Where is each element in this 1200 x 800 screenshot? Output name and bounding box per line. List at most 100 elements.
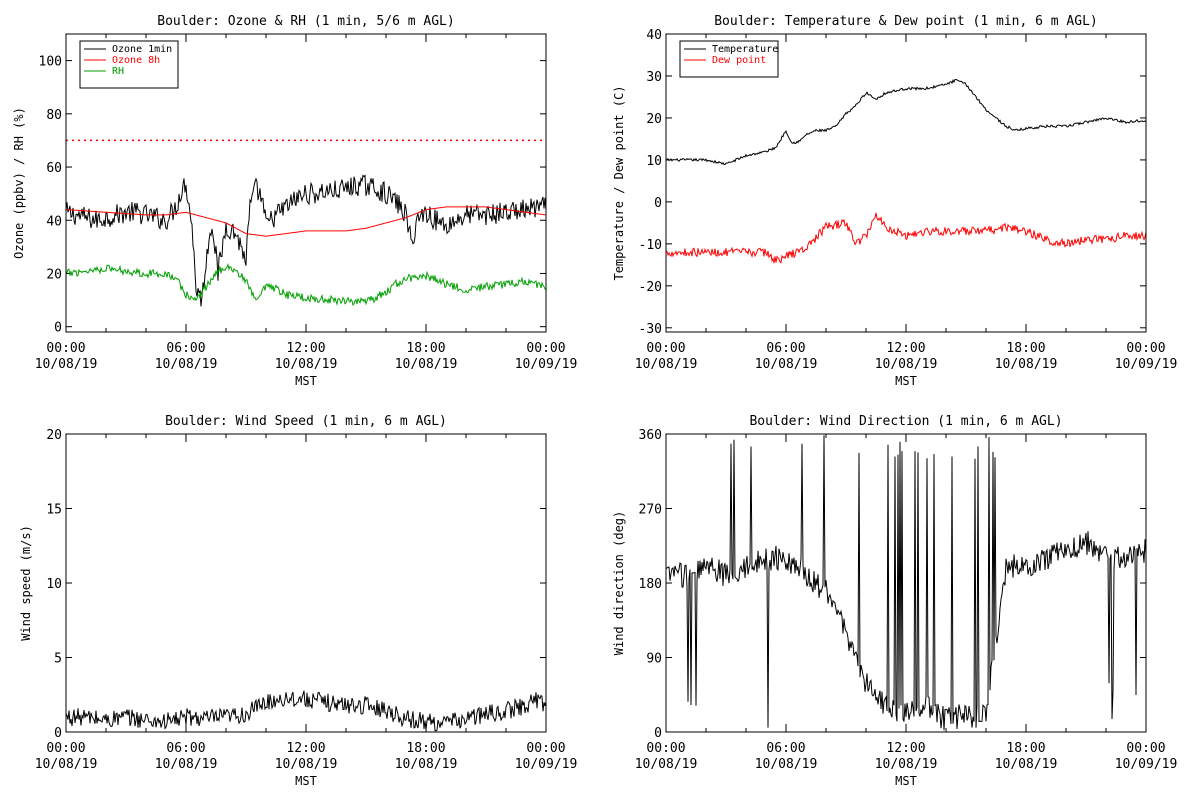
ozone-rh-ticks: 02040608010000:0010/08/1906:0010/08/1912… xyxy=(35,34,578,372)
ozone-rh-frame xyxy=(65,33,547,333)
y-tick-label: -30 xyxy=(639,322,662,337)
legend-label: Ozone 8h xyxy=(112,55,160,66)
y-tick-label: 20 xyxy=(46,428,62,443)
series-line xyxy=(65,206,547,237)
series-line xyxy=(65,690,547,732)
series-line xyxy=(665,78,1147,166)
legend-box xyxy=(679,40,779,78)
wind-speed-ylabel: Wind speed (m/s) xyxy=(19,525,33,641)
x-tick-date: 10/08/19 xyxy=(35,757,98,772)
x-tick-date: 10/08/19 xyxy=(875,757,938,772)
legend-label: RH xyxy=(112,66,124,77)
x-tick-time: 18:00 xyxy=(1006,741,1045,756)
wind-speed-ticks: 0510152000:0010/08/1906:0010/08/1912:001… xyxy=(35,428,578,772)
x-tick-time: 18:00 xyxy=(1006,341,1045,356)
temp-dew-panel: Boulder: Temperature & Dew point (1 min,… xyxy=(612,14,1177,388)
temp-dew-ylabel: Temperature / Dew point (C) xyxy=(612,85,626,280)
y-tick-label: 0 xyxy=(54,321,62,336)
x-tick-time: 18:00 xyxy=(406,741,445,756)
series-line xyxy=(665,212,1147,264)
y-tick-label: 15 xyxy=(46,503,62,518)
x-tick-time: 12:00 xyxy=(886,741,925,756)
x-tick-time: 00:00 xyxy=(526,341,565,356)
y-tick-label: 5 xyxy=(54,652,62,667)
series-line xyxy=(665,435,1147,731)
series-line xyxy=(65,262,547,306)
wind-speed-panel: Boulder: Wind Speed (1 min, 6 m AGL) MST… xyxy=(19,414,577,788)
x-tick-date: 10/08/19 xyxy=(155,757,218,772)
y-tick-label: 40 xyxy=(46,214,62,229)
y-tick-label: 0 xyxy=(54,726,62,741)
y-tick-label: -20 xyxy=(639,280,662,295)
y-tick-label: 30 xyxy=(646,70,662,85)
legend-label: Ozone 1min xyxy=(112,44,172,55)
legend-label: Temperature xyxy=(712,44,778,55)
y-tick-label: 100 xyxy=(39,55,62,70)
x-tick-date: 10/08/19 xyxy=(755,757,818,772)
ozone-rh-plot-area xyxy=(65,139,547,307)
x-tick-time: 06:00 xyxy=(166,741,205,756)
wind-dir-panel: Boulder: Wind Direction (1 min, 6 m AGL)… xyxy=(612,414,1177,788)
wind-speed-frame xyxy=(65,433,547,733)
x-tick-date: 10/08/19 xyxy=(635,757,698,772)
x-tick-time: 00:00 xyxy=(1126,341,1165,356)
legend-label: Dew point xyxy=(712,55,766,66)
x-tick-time: 18:00 xyxy=(406,341,445,356)
x-tick-date: 10/09/19 xyxy=(1115,357,1178,372)
x-tick-date: 10/09/19 xyxy=(515,757,578,772)
x-tick-date: 10/08/19 xyxy=(395,757,458,772)
wind-speed-title: Boulder: Wind Speed (1 min, 6 m AGL) xyxy=(165,414,447,429)
x-tick-time: 06:00 xyxy=(766,341,805,356)
x-tick-date: 10/08/19 xyxy=(875,357,938,372)
x-tick-date: 10/08/19 xyxy=(275,357,338,372)
ozone-rh-ylabel: Ozone (ppbv) / RH (%) xyxy=(12,107,26,259)
y-tick-label: 360 xyxy=(639,428,662,443)
temp-dew-plot-area xyxy=(665,78,1147,264)
x-tick-time: 00:00 xyxy=(46,741,85,756)
wind-dir-frame xyxy=(665,433,1147,733)
y-tick-label: 20 xyxy=(646,112,662,127)
x-tick-date: 10/08/19 xyxy=(395,357,458,372)
y-tick-label: 0 xyxy=(654,726,662,741)
wind-dir-ylabel: Wind direction (deg) xyxy=(612,511,626,656)
x-tick-date: 10/08/19 xyxy=(275,757,338,772)
temp-dew-xlabel: MST xyxy=(895,374,917,388)
x-tick-date: 10/09/19 xyxy=(1115,757,1178,772)
y-tick-label: 90 xyxy=(646,652,662,667)
x-tick-time: 06:00 xyxy=(166,341,205,356)
x-tick-date: 10/08/19 xyxy=(995,757,1058,772)
x-tick-date: 10/08/19 xyxy=(35,357,98,372)
ozone-rh-panel: Boulder: Ozone & RH (1 min, 5/6 m AGL) M… xyxy=(12,14,577,388)
x-tick-time: 00:00 xyxy=(526,741,565,756)
x-tick-time: 12:00 xyxy=(286,341,325,356)
wind-speed-xlabel: MST xyxy=(295,774,317,788)
y-tick-label: 0 xyxy=(654,196,662,211)
y-tick-label: 20 xyxy=(46,267,62,282)
wind-dir-title: Boulder: Wind Direction (1 min, 6 m AGL) xyxy=(749,414,1062,429)
y-tick-label: 40 xyxy=(646,28,662,43)
x-tick-date: 10/08/19 xyxy=(995,357,1058,372)
wind-speed-plot-area xyxy=(65,690,547,732)
x-tick-time: 00:00 xyxy=(46,341,85,356)
x-tick-time: 00:00 xyxy=(646,741,685,756)
x-tick-time: 12:00 xyxy=(886,341,925,356)
x-tick-date: 10/08/19 xyxy=(635,357,698,372)
temp-dew-ticks: -30-20-1001020304000:0010/08/1906:0010/0… xyxy=(635,28,1178,372)
ozone-rh-title: Boulder: Ozone & RH (1 min, 5/6 m AGL) xyxy=(157,14,454,29)
ozone-rh-xlabel: MST xyxy=(295,374,317,388)
y-tick-label: -10 xyxy=(639,238,662,253)
x-tick-time: 06:00 xyxy=(766,741,805,756)
x-tick-date: 10/08/19 xyxy=(155,357,218,372)
x-tick-date: 10/09/19 xyxy=(515,357,578,372)
wind-dir-plot-area xyxy=(665,435,1147,731)
y-tick-label: 60 xyxy=(46,161,62,176)
x-tick-time: 12:00 xyxy=(286,741,325,756)
x-tick-time: 00:00 xyxy=(646,341,685,356)
y-tick-label: 10 xyxy=(646,154,662,169)
wind-dir-xlabel: MST xyxy=(895,774,917,788)
temp-dew-frame xyxy=(665,33,1147,333)
